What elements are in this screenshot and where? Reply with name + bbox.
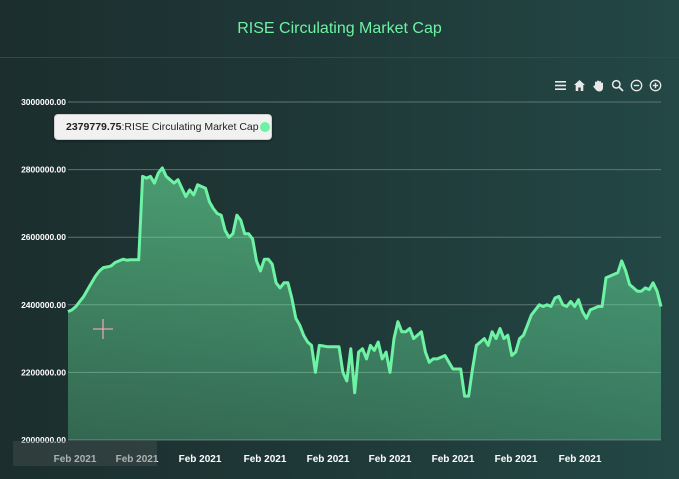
x-tick-label: Feb 2021 bbox=[244, 454, 287, 465]
y-tick-label: 2200000.00 bbox=[21, 367, 66, 377]
zoom-plus-icon[interactable] bbox=[648, 78, 663, 93]
x-crosshair-label bbox=[13, 441, 157, 466]
x-tick-label: Feb 2021 bbox=[116, 454, 159, 465]
x-tick-label: Feb 2021 bbox=[369, 454, 412, 465]
menu-icon[interactable] bbox=[553, 78, 568, 93]
y-tick-label: 2800000.00 bbox=[21, 165, 66, 175]
pan-icon[interactable] bbox=[591, 78, 606, 93]
tooltip-series: :RISE Circulating Market Cap bbox=[121, 121, 259, 133]
x-tick-label: Feb 2021 bbox=[307, 454, 350, 465]
y-tick-label: 2000000.00 bbox=[21, 435, 66, 445]
y-tick-label: 3000000.00 bbox=[21, 97, 66, 107]
title-divider bbox=[0, 57, 679, 58]
series-line bbox=[67, 166, 663, 398]
tooltip-marker-icon bbox=[259, 122, 270, 132]
tooltip: 2379779.75 :RISE Circulating Market Cap bbox=[54, 114, 272, 140]
x-tick-label: Feb 2021 bbox=[179, 454, 222, 465]
x-tick-label: Feb 2021 bbox=[54, 454, 97, 465]
x-tick-label: Feb 2021 bbox=[432, 454, 475, 465]
chart-title: RISE Circulating Market Cap bbox=[237, 20, 442, 37]
chart-toolbar bbox=[553, 78, 663, 93]
series-area bbox=[68, 167, 661, 440]
zoom-minus-icon[interactable] bbox=[629, 78, 644, 93]
x-tick-label: Feb 2021 bbox=[559, 454, 602, 465]
zoom-in-icon[interactable] bbox=[610, 78, 625, 93]
y-tick-label: 2400000.00 bbox=[21, 300, 66, 310]
y-tick-label: 2600000.00 bbox=[21, 232, 66, 242]
x-tick-label: Feb 2021 bbox=[495, 454, 538, 465]
home-icon[interactable] bbox=[572, 78, 587, 93]
tooltip-value: 2379779.75 bbox=[66, 121, 122, 133]
